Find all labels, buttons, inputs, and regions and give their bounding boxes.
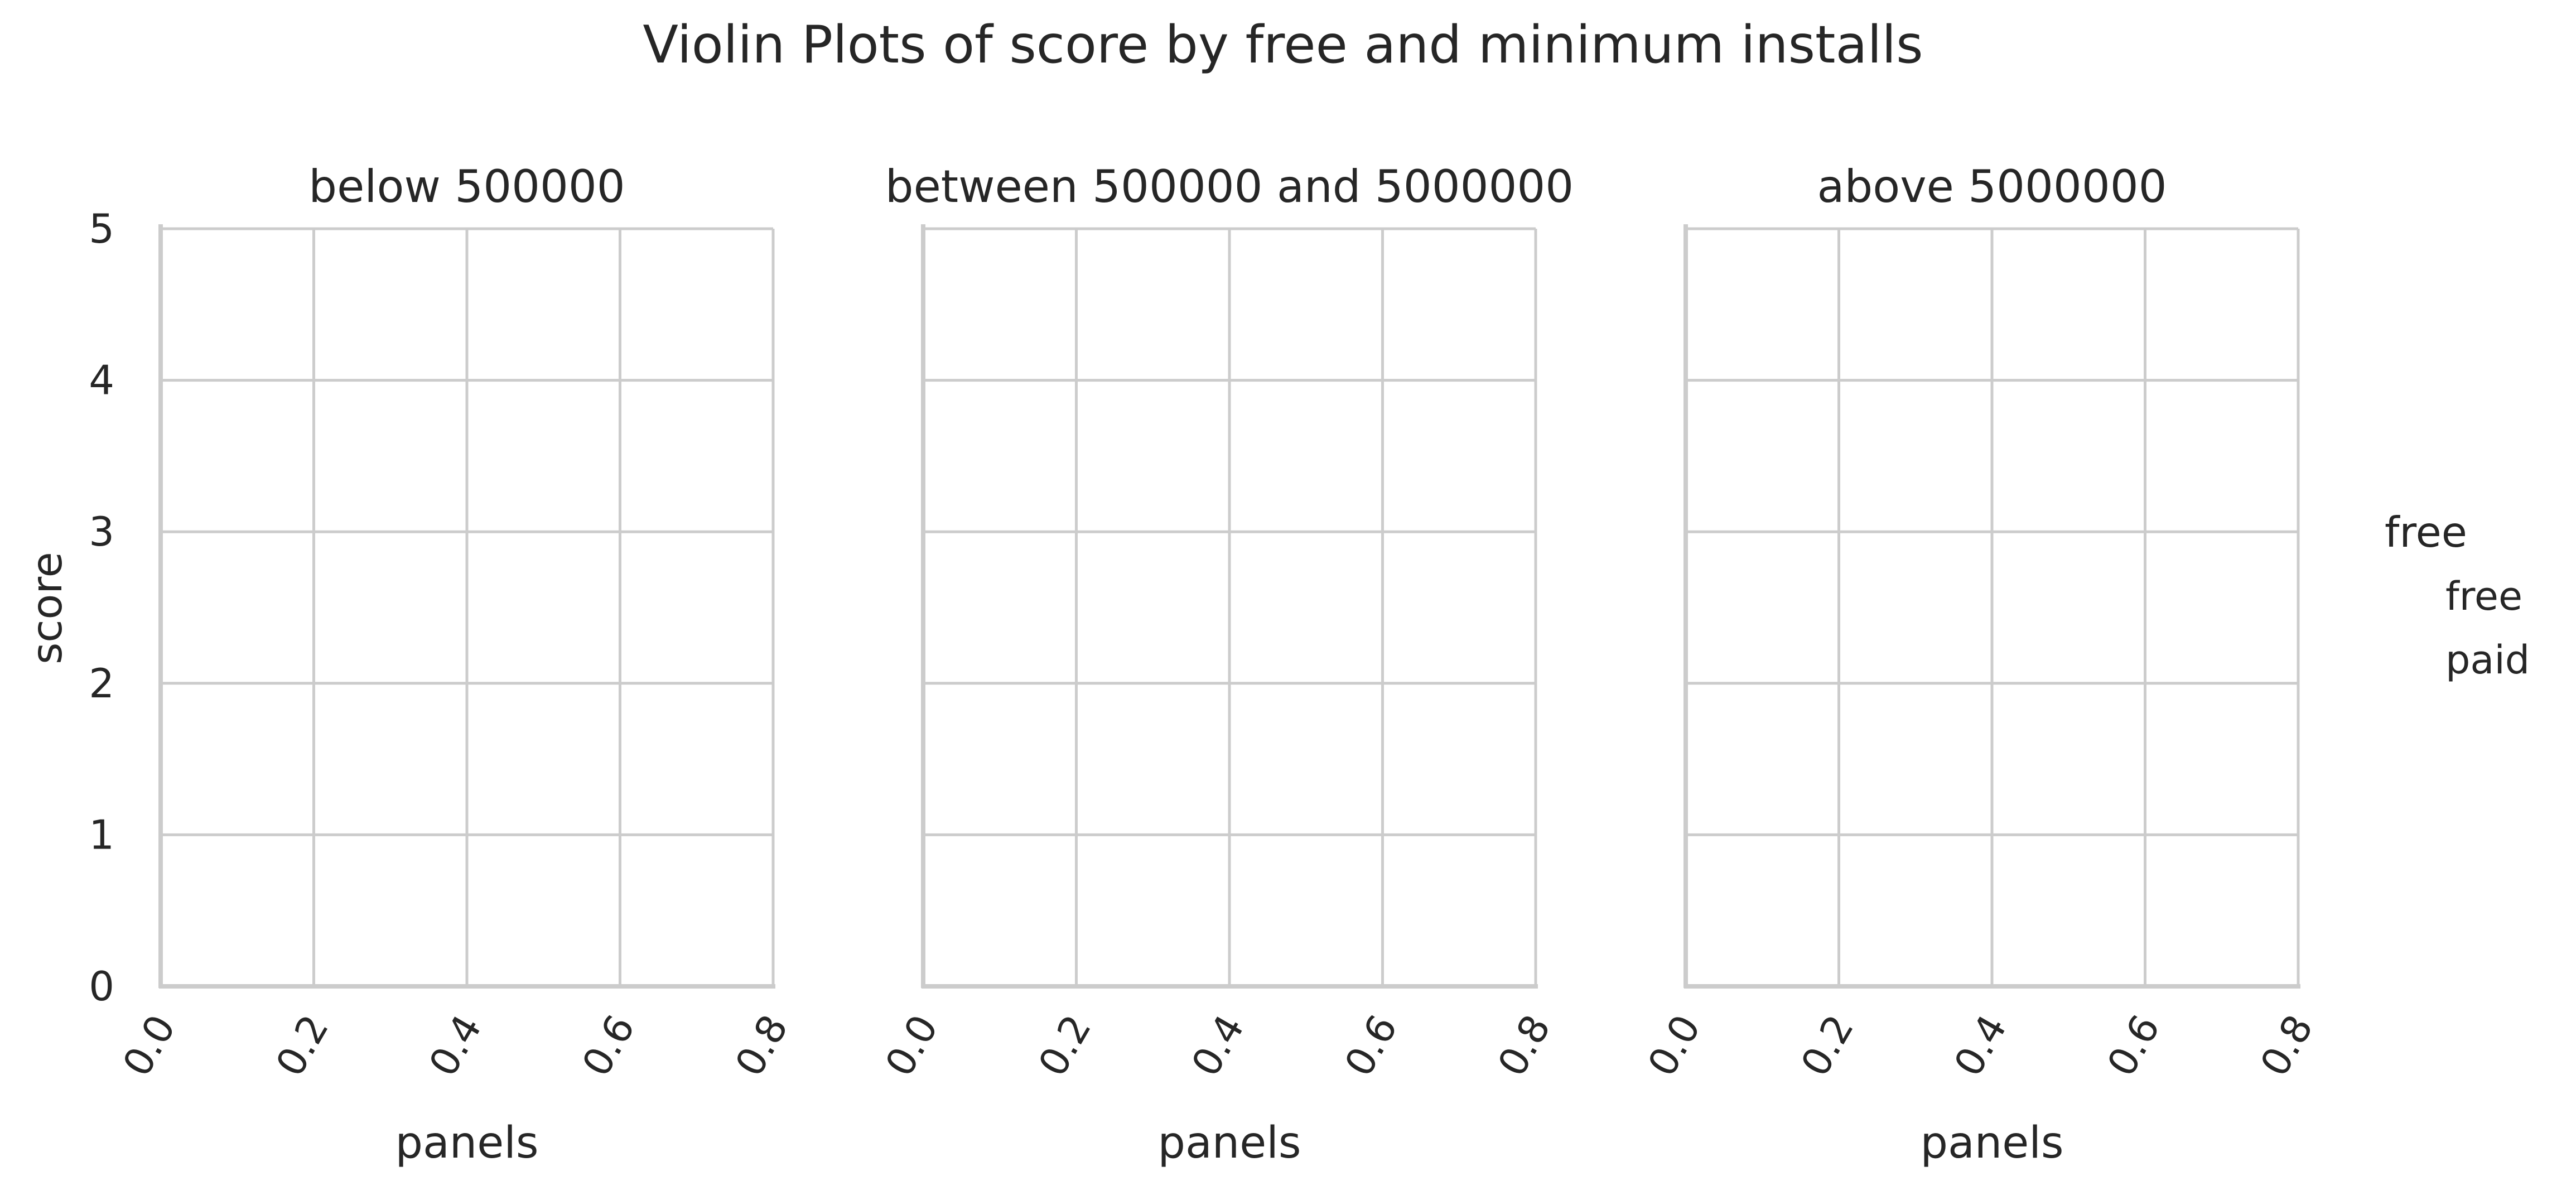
y-tick-label: 0 (89, 963, 114, 1010)
panel-3-title: above 5000000 (1817, 161, 2167, 213)
y-axis-label: score (22, 552, 71, 664)
panel-2-title: between 500000 and 5000000 (885, 161, 1574, 213)
panel-1-x-tick-label: 0.4 (420, 1008, 491, 1084)
legend-entry-paid: paid (2445, 637, 2530, 683)
panel-1-x-tick-label: 0.0 (114, 1008, 185, 1084)
legend: free free paid (2385, 508, 2530, 683)
panel-1-x-axis-label: panels (395, 1118, 538, 1168)
panel-3-x-tick-label: 0.4 (1945, 1008, 2016, 1084)
panel-3-x-tick-label: 0.0 (1639, 1008, 1710, 1084)
panel-2-x-axis-label: panels (1157, 1118, 1301, 1168)
panel-1-x-tick-label: 0.2 (267, 1008, 338, 1084)
panel-2-x-tick-label: 0.2 (1030, 1008, 1101, 1084)
panels-layer: below 5000000.0 0.2 0.4 0.6 0.8panelsbetween… (89, 161, 2322, 1168)
panel-3-x-tick-label: 0.8 (2251, 1008, 2322, 1084)
panel-3-x-axis-label: panels (1920, 1118, 2063, 1168)
y-tick-label: 4 (89, 357, 114, 404)
y-tick-label: 1 (89, 811, 114, 858)
legend-title: free (2385, 508, 2467, 557)
legend-entry-free: free (2445, 574, 2522, 619)
panel-1-x-tick-label: 0.8 (726, 1008, 797, 1084)
y-tick-label: 2 (89, 660, 114, 707)
panel-2-x-tick-label: 0.4 (1183, 1008, 1253, 1084)
panel-1: below 500000 0.0 0.2 0.4 0.6 0.8 panels (114, 161, 797, 1168)
panel-3-x-tick-label: 0.6 (2099, 1008, 2169, 1084)
panel-1-x-tick-label: 0.6 (573, 1008, 644, 1084)
panel-1-title: below 500000 (308, 161, 625, 213)
panel-2: between 500000 and 5000000 0.0 0.2 0.4 0.6 0.… (876, 161, 1574, 1168)
panel-3-x-tick-label: 0.2 (1792, 1008, 1863, 1084)
chart-title: Violin Plots of score by free and minimu… (643, 15, 1923, 75)
panel-2-x-tick-label: 0.6 (1336, 1008, 1407, 1084)
panel-3: above 5000000 0.0 0.2 0.4 0.6 0.8 panels (1639, 161, 2322, 1168)
y-tick-label: 5 (89, 205, 114, 252)
panel-2-x-tick-label: 0.8 (1489, 1008, 1560, 1084)
panel-2-x-tick-label: 0.0 (876, 1008, 947, 1084)
y-tick-label: 3 (89, 508, 114, 555)
